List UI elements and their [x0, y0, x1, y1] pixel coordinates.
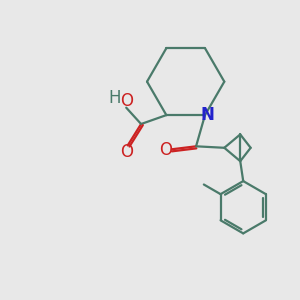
- Text: O: O: [159, 141, 172, 159]
- Text: H: H: [109, 89, 121, 107]
- Text: O: O: [120, 143, 133, 161]
- Text: N: N: [200, 106, 214, 124]
- Text: O: O: [120, 92, 133, 110]
